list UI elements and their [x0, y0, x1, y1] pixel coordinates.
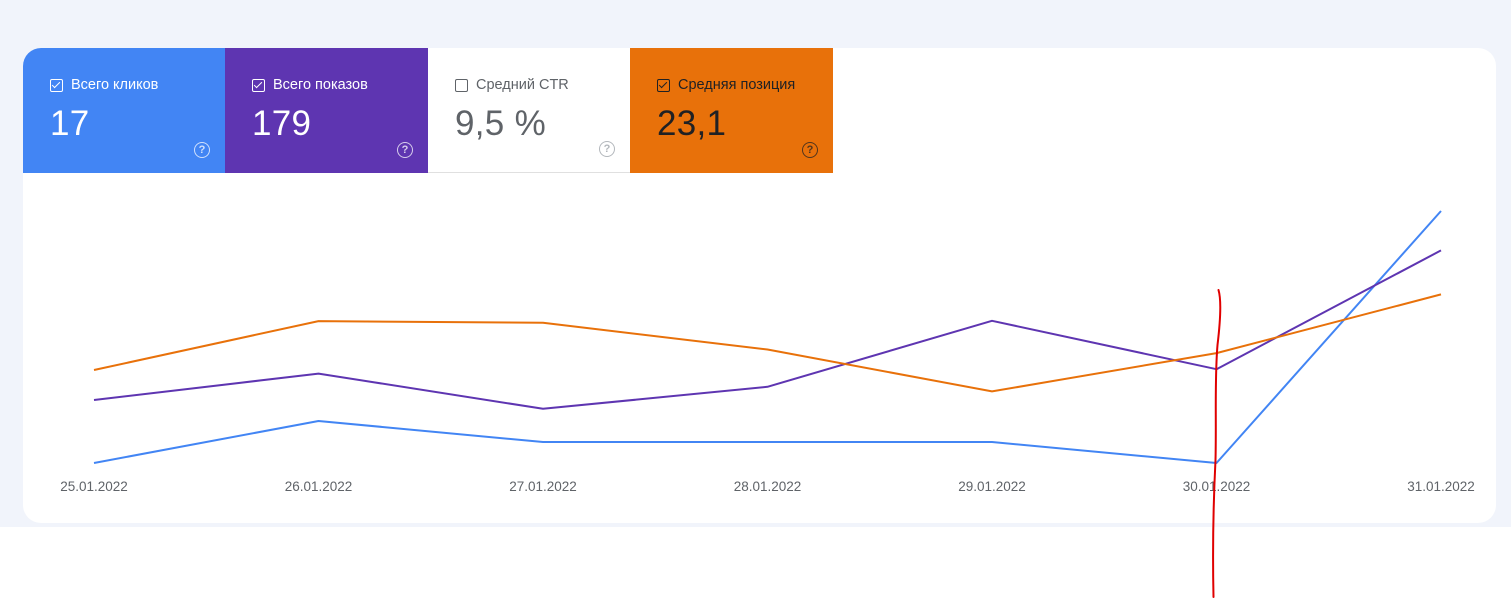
metric-label: Средний CTR [476, 77, 569, 93]
help-icon[interactable]: ? [599, 141, 615, 157]
checkbox-unchecked-icon[interactable] [455, 78, 468, 92]
metric-label: Всего показов [273, 77, 368, 93]
annotation-mark [1212, 289, 1222, 598]
checkbox-checked-icon[interactable] [252, 78, 265, 92]
x-tick-label: 26.01.2022 [285, 479, 353, 494]
x-tick-label: 27.01.2022 [509, 479, 577, 494]
help-icon[interactable]: ? [194, 142, 210, 158]
metric-total-clicks[interactable]: Всего кликов 17 ? [23, 48, 225, 173]
metric-tabs: Всего кликов 17 ? Всего показов 179 ? Ср… [23, 48, 833, 173]
x-tick-label: 25.01.2022 [60, 479, 128, 494]
x-tick-label: 31.01.2022 [1407, 479, 1475, 494]
metric-label: Всего кликов [71, 77, 159, 93]
checkbox-checked-icon[interactable] [657, 78, 670, 92]
metric-value: 17 [50, 104, 90, 143]
x-tick-label: 29.01.2022 [958, 479, 1026, 494]
performance-card: Всего кликов 17 ? Всего показов 179 ? Ср… [23, 48, 1496, 523]
x-tick-label: 28.01.2022 [734, 479, 802, 494]
x-tick-label: 30.01.2022 [1183, 479, 1251, 494]
metric-value: 179 [252, 104, 312, 143]
metric-average-position[interactable]: Средняя позиция 23,1 ? [630, 48, 833, 173]
series-line-clicks [93, 210, 1442, 464]
checkbox-checked-icon[interactable] [50, 78, 63, 92]
metric-label: Средняя позиция [678, 77, 796, 93]
metric-value: 23,1 [657, 104, 727, 143]
help-icon[interactable]: ? [802, 142, 818, 158]
metric-value: 9,5 % [455, 104, 546, 143]
help-icon[interactable]: ? [397, 142, 413, 158]
metric-average-ctr[interactable]: Средний CTR 9,5 % ? [428, 48, 630, 173]
series-line-impressions [93, 249, 1442, 410]
metric-total-impressions[interactable]: Всего показов 179 ? [225, 48, 428, 173]
